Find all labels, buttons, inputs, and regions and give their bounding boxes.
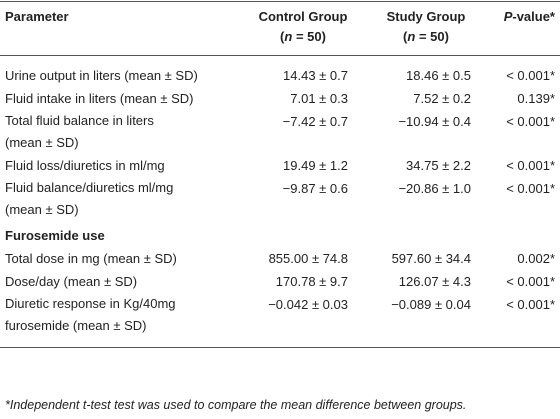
value-cell: 0.139* — [517, 91, 555, 106]
value-cell: −10.94 ± 0.4 — [398, 114, 471, 129]
footnote: *Independent t-test test was used to com… — [5, 398, 467, 412]
section-label: Furosemide use — [5, 228, 105, 243]
header-text: -value* — [512, 9, 555, 24]
header-cell: Study Group (n = 50) — [362, 2, 485, 56]
value-cell: 19.49 ± 1.2 — [283, 158, 348, 173]
value-cell: −20.86 ± 1.0 — [398, 181, 471, 196]
value-cell: < 0.001* — [506, 181, 555, 196]
row-label: Urine output in liters (mean ± SD) — [0, 56, 239, 88]
header-cell: P-value* — [485, 2, 560, 56]
row-label-text: furosemide (mean ± SD) — [5, 318, 147, 333]
row-label-text: Diuretic response in Kg/40mg — [5, 296, 176, 311]
header-text: = 50) — [415, 29, 449, 44]
row-label: Fluid loss/diuretics in ml/mg — [0, 154, 239, 177]
data-row: Fluid intake in liters (mean ± SD) 7.01 ±… — [0, 87, 560, 110]
value-cell: < 0.001* — [506, 68, 555, 83]
value-cell: 18.46 ± 0.5 — [406, 68, 471, 83]
value-cell: 7.52 ± 0.2 — [413, 91, 471, 106]
row-label-text: Total dose in mg (mean ± SD) — [5, 251, 177, 266]
header-text: n — [284, 29, 293, 44]
row-label: Total fluid balance in liters (mean ± SD) — [0, 110, 239, 154]
value-cell: 14.43 ± 0.7 — [283, 68, 348, 83]
table-header: Parameter Control Group (n = 50) Study Grou… — [0, 1, 560, 56]
row-label-text: Fluid intake in liters (mean ± SD) — [5, 91, 194, 106]
data-row: Dose/day (mean ± SD) 170.78 ± 9.7 126.07 ±… — [0, 270, 560, 293]
table-body: Urine output in liters (mean ± SD) 14.43 … — [0, 56, 560, 348]
header-cell: Parameter — [0, 2, 239, 56]
row-label-text: (mean ± SD) — [5, 135, 79, 150]
results-table: Parameter Control Group (n = 50) Study Grou… — [0, 1, 560, 348]
value-cell: 0.002* — [517, 251, 555, 266]
row-label: Total dose in mg (mean ± SD) — [0, 247, 239, 270]
header-text: Parameter — [5, 9, 69, 24]
data-row: Total fluid balance in liters (mean ± SD)… — [0, 110, 560, 154]
data-row: Fluid loss/diuretics in ml/mg 19.49 ± 1.2… — [0, 154, 560, 177]
header-text: ( — [280, 29, 285, 44]
value-cell: 34.75 ± 2.2 — [406, 158, 471, 173]
data-row: Diuretic response in Kg/40mg furosemide (… — [0, 293, 560, 348]
value-cell: 7.01 ± 0.3 — [290, 91, 348, 106]
value-cell: −0.042 ± 0.03 — [268, 297, 348, 312]
value-cell: 126.07 ± 4.3 — [398, 274, 471, 289]
row-label-text: Dose/day (mean ± SD) — [5, 274, 138, 289]
row-label: Fluid intake in liters (mean ± SD) — [0, 87, 239, 110]
row-label-text: Fluid balance/diuretics ml/mg — [5, 180, 174, 195]
row-label-text: Fluid loss/diuretics in ml/mg — [5, 158, 165, 173]
header-text: ( — [403, 29, 408, 44]
row-label-text: (mean ± SD) — [5, 202, 79, 217]
header-cell: Control Group (n = 50) — [239, 2, 362, 56]
row-label: Fluid balance/diuretics ml/mg (mean ± SD) — [0, 177, 239, 221]
value-cell: < 0.001* — [506, 274, 555, 289]
header-text: Study Group — [386, 9, 466, 24]
value-cell: 597.60 ± 34.4 — [391, 251, 471, 266]
header-row: Parameter Control Group (n = 50) Study Grou… — [0, 1, 560, 56]
value-cell: < 0.001* — [506, 114, 555, 129]
section-row: Furosemide use — [0, 221, 560, 247]
row-label: Diuretic response in Kg/40mg furosemide (… — [0, 293, 239, 348]
header-text: = 50) — [292, 29, 326, 44]
value-cell: −9.87 ± 0.6 — [282, 181, 348, 196]
row-label-text: Urine output in liters (mean ± SD) — [5, 68, 198, 83]
value-cell: 170.78 ± 9.7 — [275, 274, 348, 289]
header-text: P — [503, 9, 513, 24]
row-label: Dose/day (mean ± SD) — [0, 270, 239, 293]
value-cell: < 0.001* — [506, 297, 555, 312]
value-cell: −7.42 ± 0.7 — [282, 114, 348, 129]
row-label-text: Total fluid balance in liters — [5, 113, 154, 128]
header-text: Control Group — [258, 9, 348, 24]
value-cell: −0.089 ± 0.04 — [391, 297, 471, 312]
header-text: n — [407, 29, 416, 44]
value-cell: 855.00 ± 74.8 — [268, 251, 348, 266]
data-row: Total dose in mg (mean ± SD) 855.00 ± 74.… — [0, 247, 560, 270]
value-cell: < 0.001* — [506, 158, 555, 173]
data-row: Urine output in liters (mean ± SD) 14.43 … — [0, 56, 560, 88]
data-row: Fluid balance/diuretics ml/mg (mean ± SD)… — [0, 177, 560, 221]
